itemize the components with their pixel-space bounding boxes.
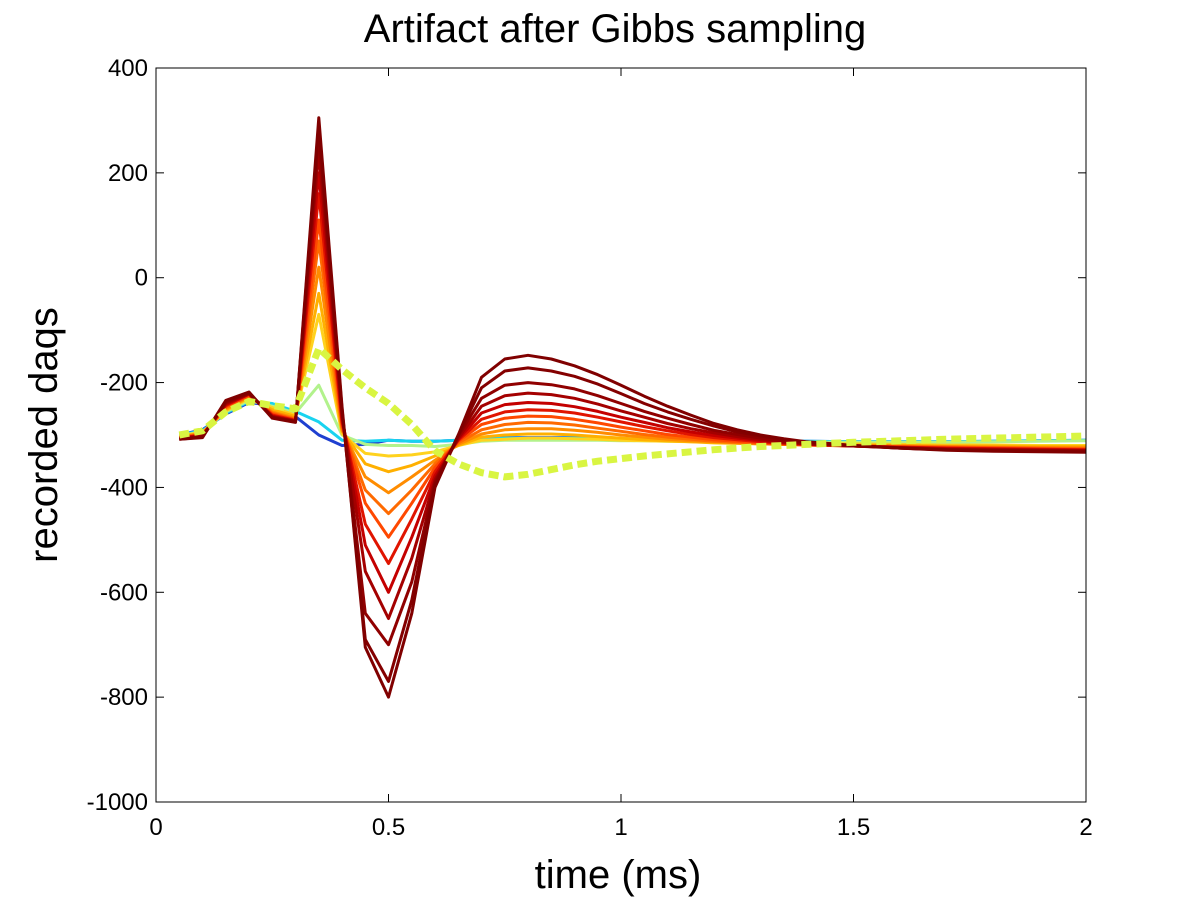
y-tick-label: -600 [100,579,148,606]
y-tick-label: 200 [108,160,148,187]
series-line-4 [179,291,1086,474]
x-tick-label: 1.5 [837,814,870,841]
y-axis-label: recorded daqs [22,307,66,563]
chart-title: Artifact after Gibbs sampling [364,7,866,51]
x-axis-label: time (ms) [535,853,702,897]
y-axis: 400 200 0 -200 -400 -600 -800 -1000 [87,55,1086,816]
y-tick-label: -1000 [87,789,148,816]
x-tick-label: 2 [1079,814,1092,841]
y-tick-label: -800 [100,684,148,711]
series-line-dashed [178,345,1086,481]
x-tick-label: 0.5 [372,814,405,841]
series-line-13 [179,116,1086,699]
x-tick-label: 1 [614,814,627,841]
series-line-5 [179,265,1086,495]
series-layer [178,116,1086,699]
y-tick-label: 0 [135,265,148,292]
x-tick-label: 0 [149,814,162,841]
y-tick-label: 400 [108,55,148,82]
y-tick-label: -400 [100,474,148,501]
x-axis: 0 0.5 1 1.5 2 [149,68,1093,841]
y-tick-label: -200 [100,370,148,397]
